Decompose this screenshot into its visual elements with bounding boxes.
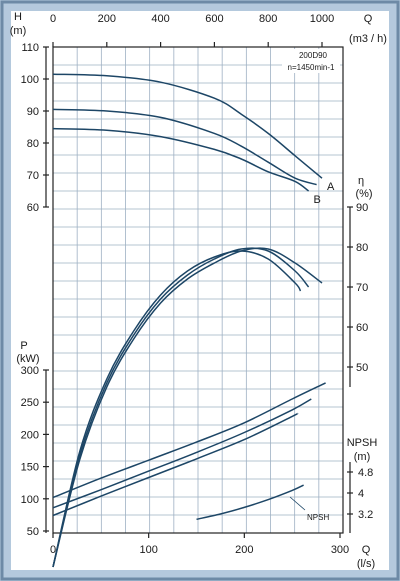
npsh-axis-symbol: NPSH	[347, 437, 378, 449]
grid-layer	[53, 47, 343, 533]
power-curve-2	[52, 398, 312, 509]
text-layer: 60 70 80 90 100 110 50 100 150 200 250 300 50 60 70 80 9…	[10, 11, 387, 570]
head-curve-label: B	[314, 194, 321, 206]
power-tick-label: 50	[27, 526, 39, 538]
q-top-tick-label: 800	[259, 13, 277, 25]
head-tick-label: 80	[27, 138, 39, 150]
plot-frame	[52, 46, 344, 534]
plot-background	[11, 11, 389, 570]
power-curve-3	[52, 412, 299, 517]
power-axis-unit: (kW)	[16, 353, 39, 365]
efficiency-curve-3	[52, 250, 302, 568]
efficiency-axis-symbol: η	[358, 175, 364, 187]
npsh-axis-unit: (m)	[354, 451, 371, 463]
efficiency-tick-label: 60	[356, 322, 368, 334]
q-top-tick-label: 200	[98, 13, 116, 25]
curve-layer	[52, 73, 326, 568]
efficiency-curve-1	[52, 247, 323, 568]
npsh-curve	[196, 484, 304, 521]
q-top-tick-label: 400	[151, 13, 169, 25]
efficiency-tick-label: 80	[356, 242, 368, 254]
power-axis-symbol: P	[20, 340, 27, 352]
head-curve-label: A	[327, 181, 335, 193]
npsh-tick-label: 4.8	[358, 467, 373, 479]
head-curve-3	[52, 127, 310, 192]
efficiency-tick-label: 50	[356, 362, 368, 374]
head-tick-label: 70	[27, 170, 39, 182]
q-top-tick-label: 600	[205, 13, 223, 25]
efficiency-axis-unit: (%)	[355, 188, 372, 200]
power-curve-1	[52, 382, 326, 499]
efficiency-tick-label: 90	[356, 202, 368, 214]
head-curve-1	[52, 73, 323, 179]
q-bottom-tick-label: 0	[50, 544, 56, 556]
q-bottom-axis-symbol: Q	[362, 544, 371, 556]
head-tick-label: 100	[21, 74, 39, 86]
efficiency-tick-label: 70	[356, 282, 368, 294]
q-bottom-tick-label: 200	[235, 544, 253, 556]
q-bottom-tick-label: 300	[331, 544, 349, 556]
head-curve-2	[52, 108, 317, 186]
head-tick-label: 60	[27, 202, 39, 214]
power-tick-label: 300	[21, 365, 39, 377]
power-tick-label: 250	[21, 397, 39, 409]
npsh-tick-label: 4	[358, 488, 364, 500]
npsh-curve-label: NPSH	[307, 513, 329, 522]
power-tick-label: 150	[21, 462, 39, 474]
q-top-axis-symbol: Q	[364, 13, 373, 25]
speed-label: n=1450min-1	[288, 63, 335, 72]
head-tick-label: 110	[21, 42, 39, 54]
head-axis-symbol: H	[14, 11, 22, 23]
q-top-tick-label: 0	[50, 13, 56, 25]
q-top-tick-label: 1000	[310, 13, 334, 25]
head-tick-label: 90	[27, 106, 39, 118]
q-bottom-tick-label: 100	[139, 544, 157, 556]
npsh-leader-line	[289, 496, 306, 511]
q-top-axis-unit: (m3 / h)	[349, 33, 387, 45]
info-box	[282, 49, 340, 73]
q-bottom-axis-unit: (l/s)	[357, 558, 375, 570]
npsh-tick-label: 3.2	[358, 509, 373, 521]
model-label: 200D90	[299, 51, 328, 60]
power-tick-label: 100	[21, 494, 39, 506]
axis-layer	[43, 42, 353, 538]
power-tick-label: 200	[21, 429, 39, 441]
head-axis-unit: (m)	[10, 25, 27, 37]
efficiency-curve-2	[52, 247, 310, 568]
